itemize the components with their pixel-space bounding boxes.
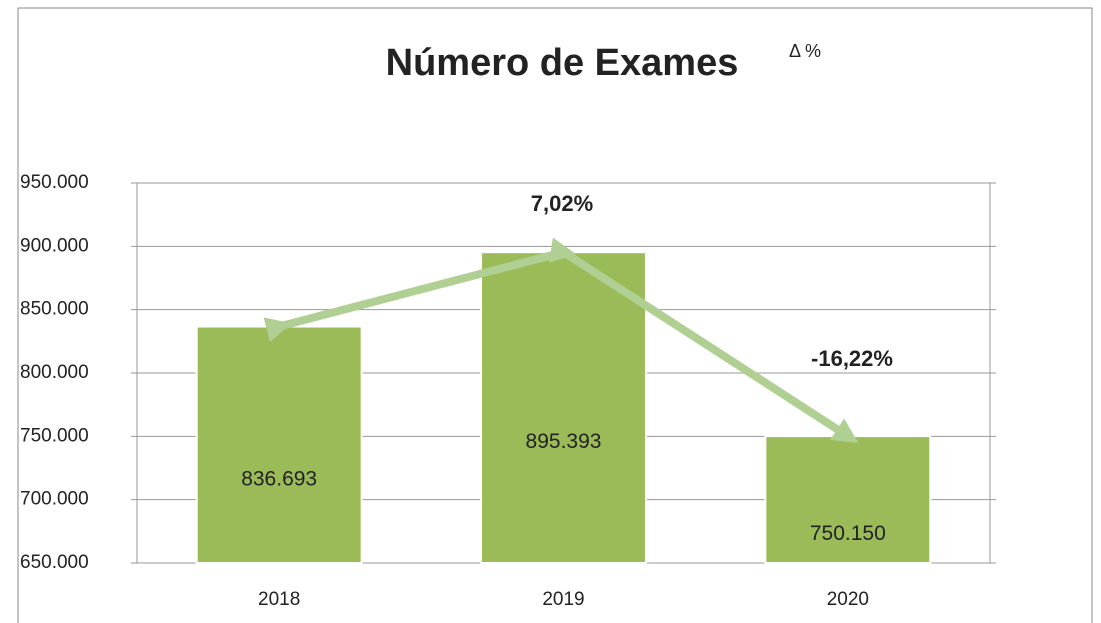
- value-label: 750.150: [810, 522, 886, 545]
- x-tick-label: 2020: [827, 589, 869, 610]
- y-tick-label: 700.000: [20, 489, 89, 510]
- trend-line: [263, 237, 859, 444]
- subtitle: Δ %: [789, 41, 821, 61]
- x-tick-label: 2019: [542, 589, 584, 610]
- bar: [480, 251, 647, 565]
- y-tick-label: 950.000: [20, 172, 89, 193]
- y-tick-label: 650.000: [20, 552, 89, 573]
- y-tick-label: 850.000: [20, 299, 89, 320]
- annotation: 7,02%: [531, 191, 593, 216]
- value-label: 836.693: [241, 467, 317, 490]
- x-tick-label: 2018: [258, 589, 300, 610]
- bar: [195, 325, 363, 564]
- chart-frame: [17, 7, 1093, 623]
- y-tick-label: 900.000: [20, 235, 89, 256]
- annotation: -16,22%: [811, 346, 893, 371]
- y-tick-label: 800.000: [20, 362, 89, 383]
- y-tick-label: 750.000: [20, 425, 89, 446]
- value-label: 895.393: [526, 430, 602, 453]
- chart-title: Número de Exames: [386, 42, 739, 84]
